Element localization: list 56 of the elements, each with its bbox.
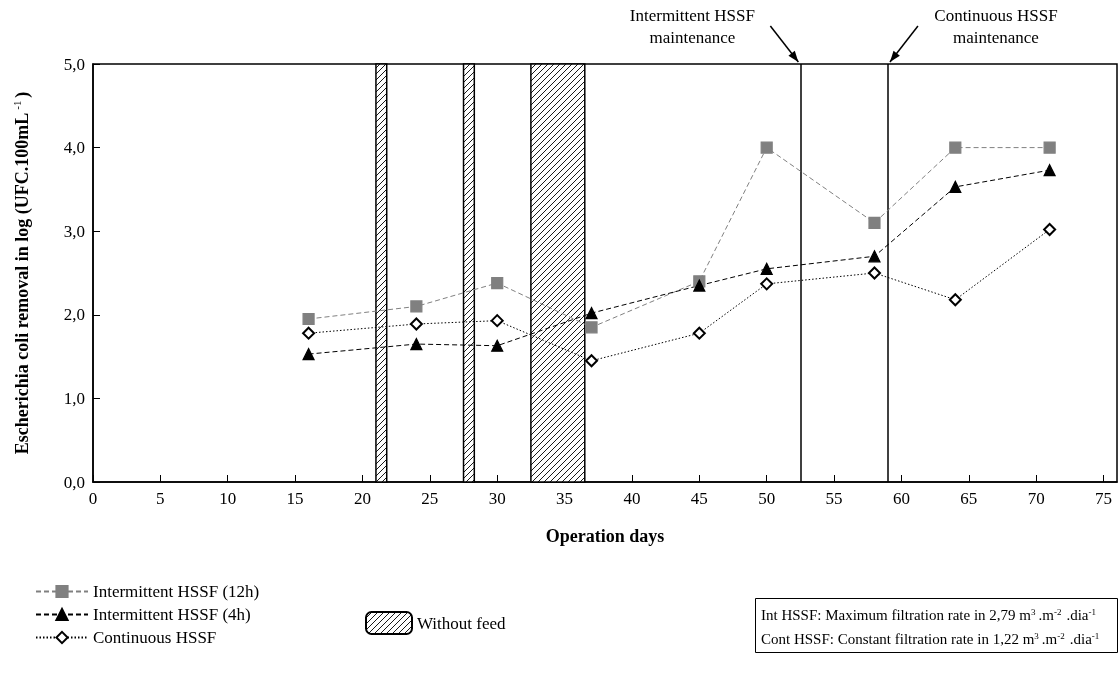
x-tick-label: 60 (892, 489, 910, 508)
point (1043, 141, 1056, 154)
x-tick-label: 20 (353, 489, 371, 508)
point (585, 307, 598, 320)
point (693, 279, 706, 292)
y-tick-label: 1,0 (63, 388, 85, 408)
annotation: Continuous HSSF maintenance (934, 5, 1058, 47)
y-tick-label: 3,0 (63, 221, 85, 241)
x-tick-label: 35 (556, 489, 574, 508)
annotation: Intermittent HSSF maintenance (629, 5, 755, 47)
point (585, 321, 598, 334)
point (585, 354, 599, 368)
x-tick-label: 45 (690, 489, 708, 508)
point (692, 326, 706, 340)
y-tick-label: 0,0 (63, 472, 85, 492)
point (868, 250, 881, 263)
point (410, 300, 423, 313)
point (868, 216, 881, 229)
x-tick-label: 70 (1027, 489, 1045, 508)
y-tick-label: 2,0 (63, 305, 85, 325)
point (949, 180, 962, 193)
y-tick-label: 5,0 (63, 54, 85, 74)
x-tick-label: 40 (623, 489, 641, 508)
legend-label: Continuous HSSF (93, 628, 217, 647)
y-axis-title: Escherichia coli removal in log (UFC.100mL-1) (11, 91, 33, 455)
x-tick-label: 55 (825, 489, 843, 508)
point (949, 141, 962, 154)
x-tick-label: 0 (88, 489, 98, 508)
x-axis-title: Operation days (545, 526, 665, 546)
point (490, 314, 504, 328)
point (491, 276, 504, 290)
point (948, 293, 962, 307)
point (760, 141, 773, 154)
x-tick-label: 10 (219, 489, 237, 508)
x-tick-label: 75 (1095, 489, 1113, 508)
x-tick-label: 50 (758, 489, 776, 508)
point (302, 312, 315, 326)
point (491, 339, 504, 352)
point (1043, 223, 1057, 237)
point (409, 317, 423, 331)
legend-label: Intermittent HSSF (12h) (93, 582, 260, 601)
x-tick-label: 25 (421, 489, 439, 508)
x-tick-label: 65 (960, 489, 978, 508)
point (760, 277, 774, 291)
x-tick-label: 30 (488, 489, 506, 508)
point (302, 326, 316, 340)
point (410, 337, 423, 351)
point (302, 347, 315, 361)
point (760, 262, 773, 275)
x-tick-label: 15 (286, 489, 304, 508)
legend-label: Without feed (417, 613, 507, 633)
y-tick-label: 4,0 (63, 138, 85, 158)
legend-label: Intermittent HSSF (4h) (93, 605, 251, 624)
point (1043, 164, 1056, 177)
point (867, 266, 881, 280)
x-tick-label: 5 (156, 489, 165, 508)
